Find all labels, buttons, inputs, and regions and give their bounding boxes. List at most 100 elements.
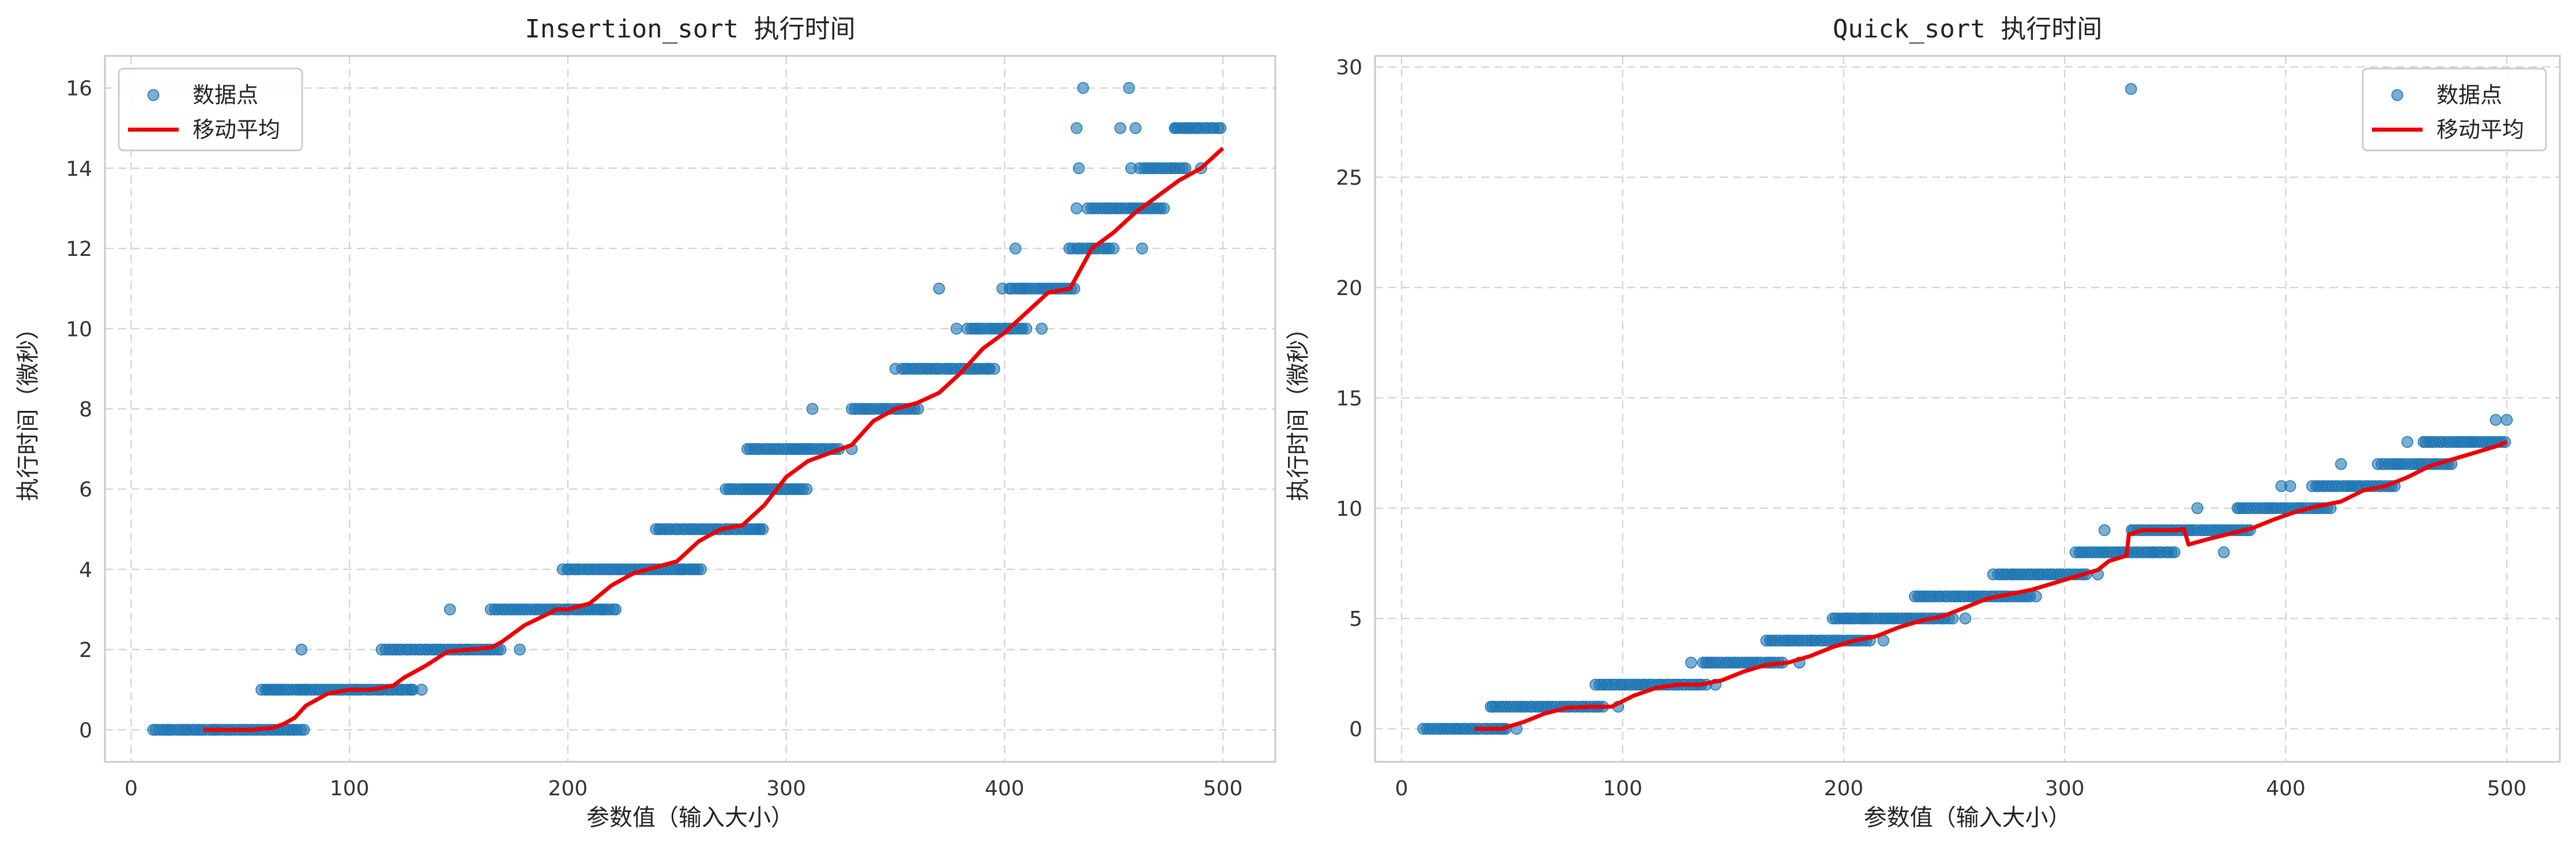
data-point (1035, 323, 1048, 335)
x-tick-label: 500 (2487, 777, 2527, 800)
x-tick-label: 300 (766, 777, 806, 800)
data-point (2098, 524, 2111, 537)
data-point (404, 683, 417, 696)
data-point (933, 282, 946, 294)
y-tick-label: 25 (1336, 167, 1362, 190)
insertion-sort-chart: 0 100 200 300 400 500 0 2 4 6 8 10 12 14 16 Insertion_s… (15, 14, 1276, 831)
data-point (983, 362, 996, 375)
data-point (2284, 480, 2296, 492)
data-point (609, 603, 622, 615)
y-tick-label: 6 (79, 478, 92, 502)
data-point (688, 563, 701, 576)
data-point (800, 483, 813, 495)
y-tick-label: 20 (1336, 277, 1362, 300)
data-point (889, 362, 902, 375)
y-tick-label: 10 (1336, 497, 1362, 521)
data-point (298, 724, 310, 736)
data-point (514, 643, 526, 656)
data-point (1179, 162, 1192, 175)
data-point (444, 603, 456, 615)
data-point (271, 683, 284, 696)
data-point (2147, 546, 2159, 558)
x-tick-label: 400 (985, 777, 1025, 800)
data-point (2005, 568, 2018, 580)
data-point (1169, 122, 1181, 134)
data-point (1114, 122, 1127, 134)
data-point (1082, 202, 1094, 214)
data-point (1136, 242, 1148, 255)
x-tick-label: 500 (1203, 777, 1243, 800)
data-point (2217, 546, 2230, 558)
data-point (1071, 122, 1083, 134)
moving-average-line (203, 146, 1225, 732)
data-point (675, 563, 688, 576)
data-point (791, 443, 803, 455)
y-tick-label: 2 (79, 639, 92, 662)
data-point (996, 282, 1008, 294)
data-point (1158, 202, 1170, 214)
y-axis-label: 执行时间（微秒） (1285, 317, 1312, 501)
data-point (1959, 612, 1971, 625)
y-tick-label: 0 (79, 719, 92, 742)
chart-title: Quick_sort 执行时间 (1833, 14, 2102, 44)
data-point (2490, 414, 2502, 426)
data-point (2191, 502, 2204, 515)
data-point (1077, 82, 1089, 94)
chart-title: Insertion_sort 执行时间 (525, 14, 855, 44)
data-point (1182, 122, 1194, 134)
y-tick-label: 14 (66, 157, 92, 181)
x-tick-label: 200 (1824, 777, 1863, 800)
data-point (1107, 242, 1120, 255)
x-axis-label: 参数值（输入大小） (1864, 805, 2072, 831)
y-axis-label: 执行时间（微秒） (15, 317, 42, 501)
data-point (2401, 436, 2413, 448)
moving-average-line (1474, 440, 2508, 731)
data-point (1837, 612, 1850, 625)
plot-frame (1374, 55, 2561, 763)
legend-label-average: 移动平均 (2436, 117, 2524, 142)
legend-marker-points (2391, 89, 2404, 101)
data-point (1010, 242, 1022, 255)
x-tick-label: 0 (1395, 777, 1408, 800)
y-tick-label: 15 (1336, 387, 1362, 410)
legend-label-average: 移动平均 (193, 117, 280, 142)
legend-marker-points (147, 89, 160, 101)
data-point (415, 683, 428, 696)
data-point (2125, 83, 2137, 95)
data-point (1123, 82, 1135, 94)
data-point (747, 483, 760, 495)
x-tick-label: 300 (2045, 777, 2085, 800)
data-point (2465, 436, 2477, 448)
data-point (597, 603, 609, 615)
y-tick-label: 8 (79, 398, 92, 422)
legend-label-points: 数据点 (2436, 82, 2502, 108)
data-point (1071, 202, 1083, 214)
data-point (2030, 590, 2042, 603)
data-point (1859, 612, 1872, 625)
data-point (1685, 656, 1697, 669)
y-tick-label: 0 (1349, 718, 1362, 742)
quick-sort-chart: 0 100 200 300 400 500 0 5 10 15 20 25 30 Quick_sort 执… (1285, 14, 2561, 831)
y-tick-label: 16 (66, 77, 92, 101)
data-point (2168, 546, 2180, 558)
data-point (1020, 323, 1033, 335)
data-point (295, 643, 308, 656)
data-point (754, 523, 766, 535)
data-point (806, 403, 819, 415)
data-point (2500, 414, 2513, 426)
y-tick-label: 4 (79, 558, 92, 582)
scatter-points (1417, 83, 2513, 735)
plot-frame (104, 55, 1276, 763)
y-tick-label: 10 (66, 318, 92, 341)
data-point (2335, 458, 2347, 470)
data-point (1129, 122, 1142, 134)
y-tick-label: 5 (1349, 607, 1362, 631)
x-tick-label: 100 (330, 777, 370, 800)
data-point (1072, 162, 1085, 175)
data-point (950, 323, 963, 335)
data-point (1125, 162, 1138, 175)
x-tick-label: 0 (125, 777, 138, 800)
